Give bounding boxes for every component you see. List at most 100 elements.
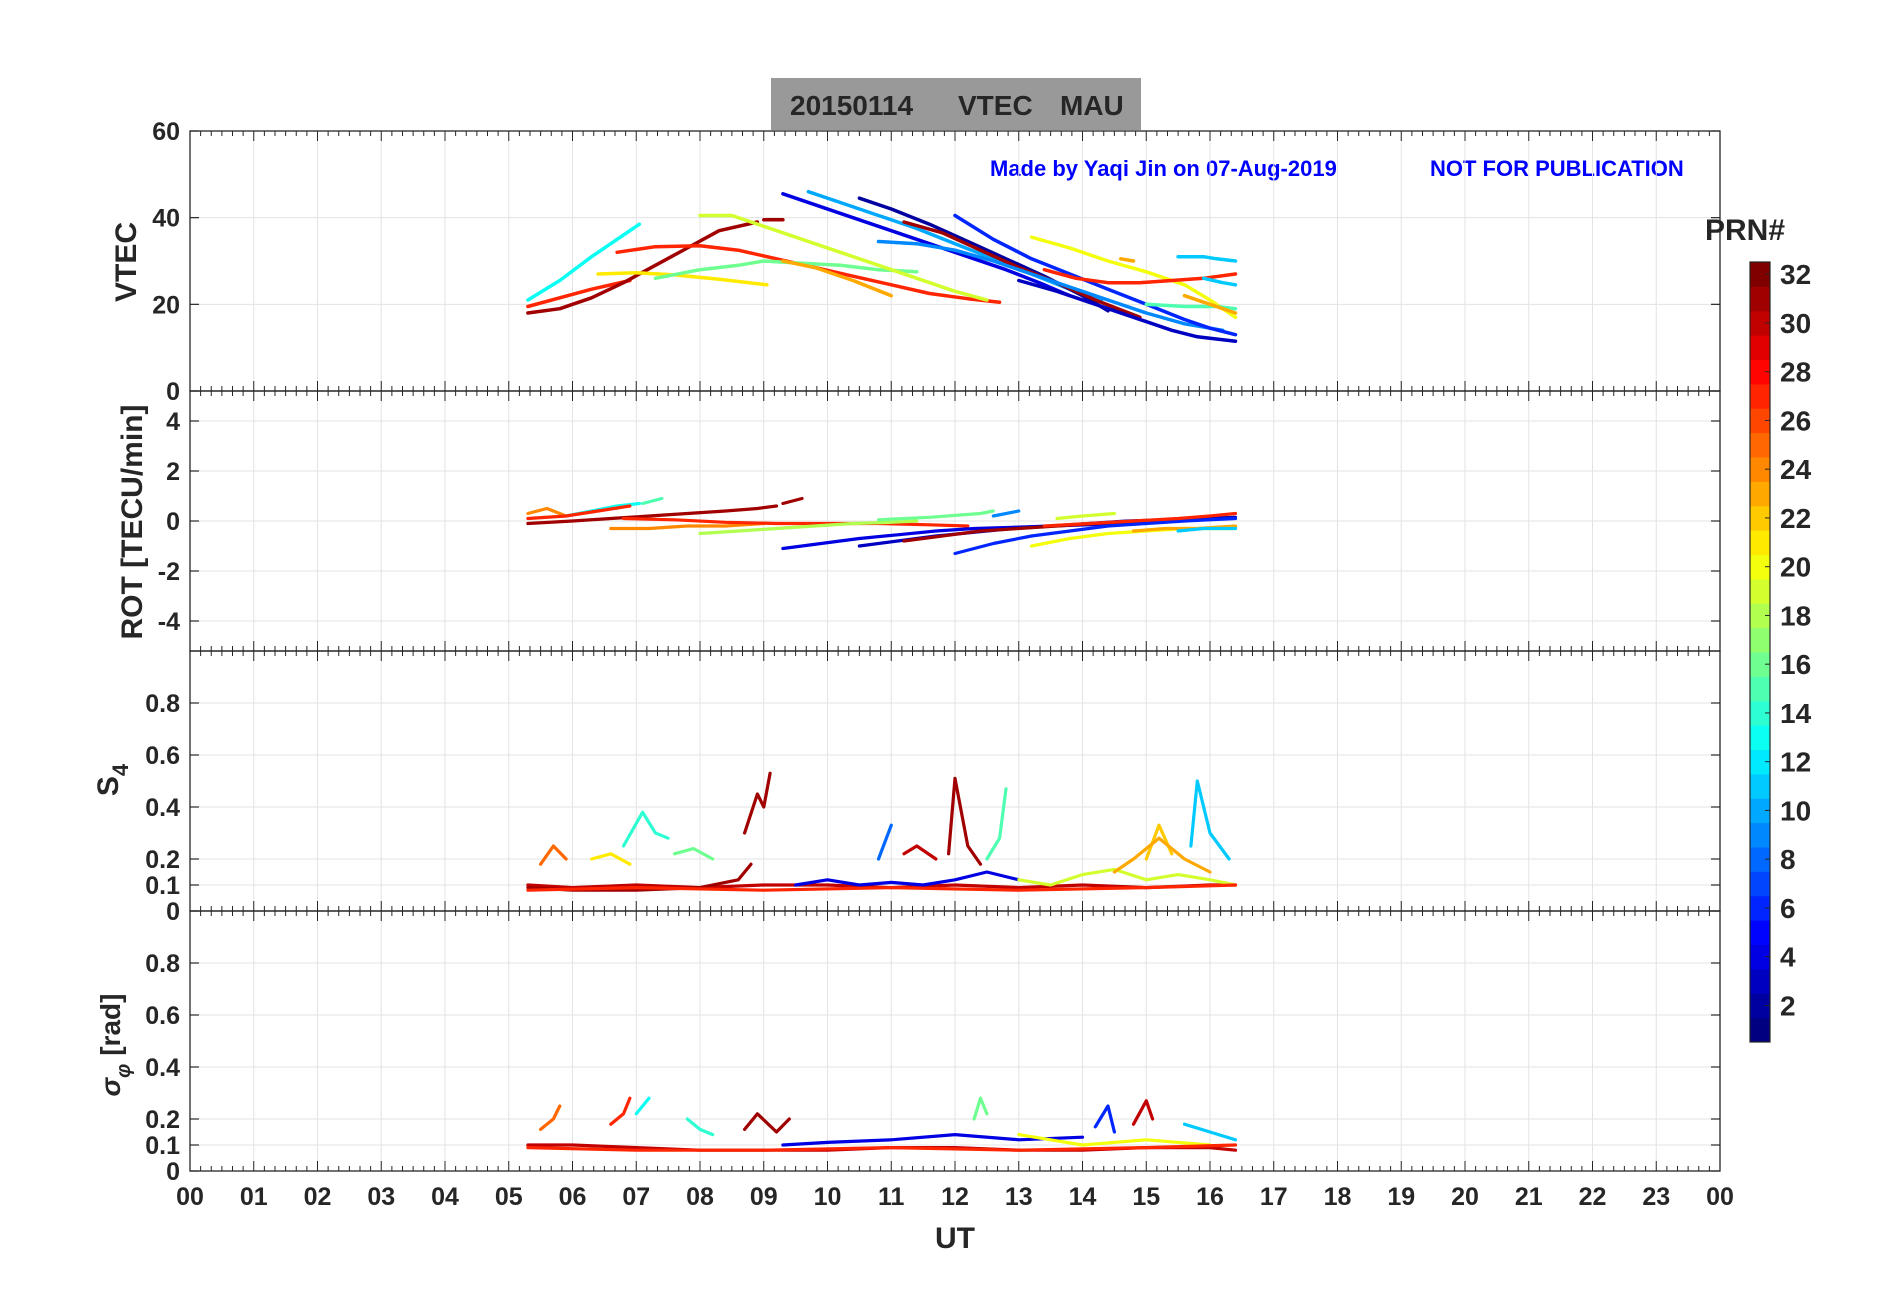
xtick-label: 10 [814,1183,842,1211]
colorbar-cell [1750,773,1770,799]
colorbar-cell [1750,627,1770,653]
prn-23-line-vtec [1119,257,1136,263]
colorbar-cell [1750,578,1770,604]
colorbar-frame [1749,261,1771,1043]
ytick-label-s4: 0.1 [145,872,180,900]
ytick-label-rot: -4 [158,608,180,636]
y-tick-labels: 0204060-4-202400.10.20.40.60.800.10.20.4… [145,118,180,1186]
series-group-sigma_phi [526,1096,1238,1152]
xtick-label: 16 [1196,1183,1224,1211]
prn-30-line-s4 [902,844,938,861]
colorbar-cell [1750,920,1770,945]
colorbar-cell [1750,383,1770,409]
colorbar-cell [1750,286,1770,312]
prn-24-line-rot [526,506,568,518]
colorbar-cell [1750,700,1770,726]
xtick-label: 17 [1260,1183,1288,1211]
colorbar-cells [1750,262,1770,1043]
colorbar-cell [1750,993,1770,1019]
colorbar-cell [1750,432,1770,458]
xtick-label: 18 [1324,1183,1352,1211]
prn-27-line-sigma_phi [609,1096,632,1126]
colorbar-cell [1750,871,1770,897]
prn-31-line-s4 [742,771,772,835]
xtick-label: 07 [622,1183,650,1211]
prn-23-line-vtec [1182,293,1238,315]
colorbar-cell [1750,895,1770,921]
prn-11-line-s4 [1189,779,1231,861]
ytick-label-sigma_phi: 0.6 [145,1002,180,1030]
colorbar-cell [1750,749,1770,775]
colorbar-tick-label: 32 [1780,259,1811,290]
colorbar-tick-label: 6 [1780,893,1796,924]
colorbar-cell [1750,554,1770,580]
ytick-label-s4: 0.4 [145,794,180,822]
prn-27-line-rot [1042,511,1238,528]
prn-11-line-vtec [1201,276,1238,287]
frame-layer [189,130,1721,1172]
prn-6-line-sigma_phi [1093,1104,1117,1134]
title-quantity: VTEC [958,90,1033,121]
ylabel-rot: ROT [TECU/min] [116,405,149,640]
prn-27-line-s4 [526,883,1238,892]
prn-31-line-rot [526,504,779,526]
prn-3-line-vtec [1017,278,1238,343]
colorbar-tick-label: 26 [1780,405,1811,436]
ytick-label-s4: 0.6 [145,742,180,770]
prn-23-line-vtec [781,259,894,298]
colorbar-cell [1750,652,1770,677]
xtick-label: 11 [878,1183,905,1211]
prn-13-line-sigma_phi [634,1096,651,1116]
prn-9-line-rot [991,509,1021,518]
ytick-label-vtec: 20 [152,291,180,319]
prn-11-line-sigma_phi [1182,1122,1238,1142]
prn-24-line-rot [609,521,766,531]
prn-19-line-vtec [698,213,989,302]
prn-19-line-rot [1055,511,1117,521]
prn-15-line-s4 [985,787,1008,861]
prn-13-line-vtec [526,222,642,302]
prn-22-line-s4 [1144,823,1174,861]
colorbar-cell [1750,530,1770,555]
prn-20-line-vtec [1029,235,1238,320]
prn-9-line-vtec [876,239,1225,333]
colorbar-cell [1750,822,1770,848]
ytick-label-sigma_phi: 0 [166,1158,180,1186]
title-box: 20150114 VTEC MAU [771,78,1141,130]
ylabel-vtec: VTEC [110,222,143,302]
prn-31-line-s4 [946,776,983,866]
prn-30-line-sigma_phi [1131,1099,1155,1126]
prn-14-line-s4 [621,810,670,848]
colorbar-cell [1750,335,1770,360]
colorbar-cell [1750,310,1770,336]
xtick-label: 04 [431,1183,459,1211]
prn-23-line-s4 [1112,836,1212,874]
prn-16-line-sigma_phi [972,1096,989,1121]
xtick-label: 15 [1132,1183,1160,1211]
ytick-label-sigma_phi: 0.1 [145,1132,180,1160]
svg-text:S4: S4 [92,763,133,796]
prn-18-line-rot [698,519,919,536]
colorbar-tick-label: 20 [1780,552,1811,583]
colorbar-cell [1750,408,1770,434]
colorbar-tick-label: 14 [1780,698,1812,729]
xtick-label: 02 [304,1183,332,1211]
prn-15-line-rot [640,496,664,506]
xtick-label: 00 [176,1183,204,1211]
xlabel: UT [935,1222,975,1255]
colorbar-tick-label: 18 [1780,600,1811,631]
prn-20-line-sigma_phi [1017,1132,1212,1147]
colorbar-tick-label: 10 [1780,795,1811,826]
prn-4-line-s4 [793,870,1021,887]
xtick-label: 00 [1706,1183,1734,1211]
colorbar-cell [1750,457,1770,482]
prn-31-line-vtec [902,220,1142,320]
svg-text:σφ[rad]: σφ[rad] [95,994,135,1097]
series-group-rot [526,496,1238,556]
author-note: Made by Yaqi Jin on 07-Aug-2019 [990,156,1337,181]
xtick-label: 22 [1579,1183,1607,1211]
colorbar-cell [1750,798,1770,824]
ytick-label-rot: 0 [166,508,180,536]
